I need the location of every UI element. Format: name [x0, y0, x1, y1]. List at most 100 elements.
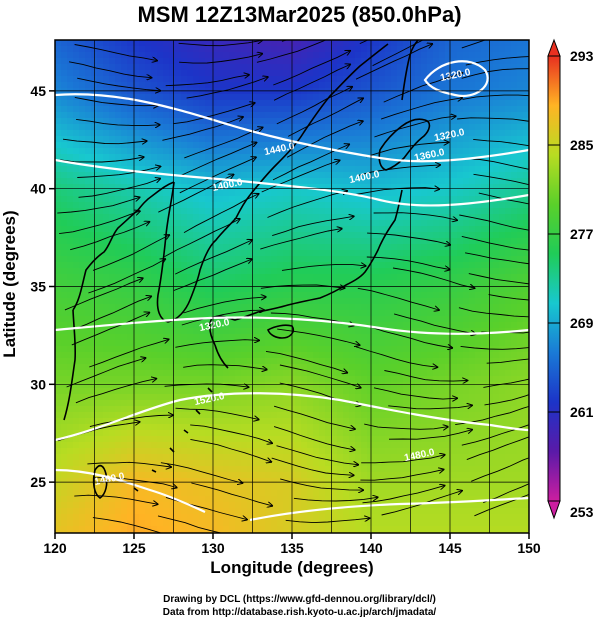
heatmap-cell — [283, 106, 290, 113]
heatmap-cell — [433, 358, 440, 365]
heatmap-cell — [385, 268, 392, 275]
heatmap-cell — [349, 244, 356, 251]
heatmap-cell — [229, 166, 236, 173]
heatmap-cell — [511, 202, 518, 209]
heatmap-cell — [139, 106, 146, 113]
heatmap-cell — [499, 244, 506, 251]
heatmap-cell — [487, 412, 494, 419]
heatmap-cell — [79, 82, 86, 89]
heatmap-cell — [385, 346, 392, 353]
heatmap-cell — [499, 340, 506, 347]
heatmap-cell — [325, 352, 332, 359]
heatmap-cell — [469, 388, 476, 395]
heatmap-cell — [79, 118, 86, 125]
heatmap-cell — [253, 64, 260, 71]
heatmap-cell — [379, 154, 386, 161]
heatmap-cell — [283, 274, 290, 281]
heatmap-cell — [235, 394, 242, 401]
heatmap-cell — [217, 340, 224, 347]
heatmap-cell — [79, 136, 86, 143]
heatmap-cell — [85, 340, 92, 347]
heatmap-cell — [235, 154, 242, 161]
heatmap-cell — [253, 376, 260, 383]
heatmap-cell — [139, 184, 146, 191]
heatmap-cell — [199, 256, 206, 263]
heatmap-cell — [67, 286, 74, 293]
heatmap-cell — [499, 250, 506, 257]
heatmap-cell — [403, 358, 410, 365]
heatmap-cell — [169, 286, 176, 293]
heatmap-cell — [163, 298, 170, 305]
heatmap-cell — [169, 364, 176, 371]
heatmap-cell — [487, 322, 494, 329]
heatmap-cell — [259, 352, 266, 359]
heatmap-cell — [331, 340, 338, 347]
heatmap-cell — [193, 70, 200, 77]
heatmap-cell — [121, 142, 128, 149]
heatmap-cell — [67, 316, 74, 323]
heatmap-cell — [61, 310, 68, 317]
heatmap-cell — [517, 154, 524, 161]
heatmap-cell — [457, 190, 464, 197]
heatmap-cell — [79, 334, 86, 341]
heatmap-cell — [403, 154, 410, 161]
heatmap-cell — [463, 196, 470, 203]
heatmap-cell — [469, 166, 476, 173]
heatmap-cell — [223, 214, 230, 221]
heatmap-cell — [379, 352, 386, 359]
heatmap-cell — [427, 130, 434, 137]
heatmap-cell — [67, 70, 74, 77]
heatmap-cell — [295, 262, 302, 269]
heatmap-cell — [397, 136, 404, 143]
heatmap-cell — [427, 292, 434, 299]
heatmap-cell — [379, 358, 386, 365]
heatmap-cell — [277, 292, 284, 299]
heatmap-cell — [151, 244, 158, 251]
heatmap-cell — [73, 118, 80, 125]
heatmap-cell — [121, 256, 128, 263]
heatmap-cell — [187, 82, 194, 89]
heatmap-cell — [133, 118, 140, 125]
heatmap-cell — [217, 256, 224, 263]
heatmap-cell — [73, 250, 80, 257]
heatmap-cell — [493, 46, 500, 53]
heatmap-cell — [403, 298, 410, 305]
heatmap-cell — [523, 370, 529, 377]
heatmap-cell — [403, 196, 410, 203]
heatmap-cell — [61, 76, 68, 83]
heatmap-cell — [445, 298, 452, 305]
heatmap-cell — [355, 358, 362, 365]
heatmap-cell — [469, 358, 476, 365]
heatmap-cell — [475, 370, 482, 377]
heatmap-cell — [373, 76, 380, 83]
heatmap-cell — [193, 208, 200, 215]
heatmap-cell — [517, 46, 524, 53]
heatmap-cell — [103, 142, 110, 149]
heatmap-cell — [283, 304, 290, 311]
heatmap-cell — [85, 388, 92, 395]
heatmap-cell — [331, 82, 338, 89]
heatmap-cell — [211, 358, 218, 365]
heatmap-cell — [511, 334, 518, 341]
heatmap-cell — [175, 100, 182, 107]
heatmap-cell — [217, 400, 224, 407]
heatmap-cell — [85, 274, 92, 281]
heatmap-cell — [181, 214, 188, 221]
heatmap-cell — [265, 136, 272, 143]
heatmap-cell — [379, 268, 386, 275]
heatmap-cell — [235, 334, 242, 341]
heatmap-cell — [217, 382, 224, 389]
heatmap-cell — [295, 268, 302, 275]
heatmap-cell — [517, 316, 524, 323]
heatmap-cell — [193, 340, 200, 347]
heatmap-cell — [331, 208, 338, 215]
heatmap-cell — [109, 346, 116, 353]
heatmap-cell — [307, 322, 314, 329]
heatmap-cell — [325, 286, 332, 293]
heatmap-cell — [205, 166, 212, 173]
heatmap-cell — [73, 52, 80, 59]
heatmap-cell — [169, 292, 176, 299]
heatmap-cell — [367, 274, 374, 281]
heatmap-cell — [355, 142, 362, 149]
heatmap-cell — [55, 394, 62, 401]
